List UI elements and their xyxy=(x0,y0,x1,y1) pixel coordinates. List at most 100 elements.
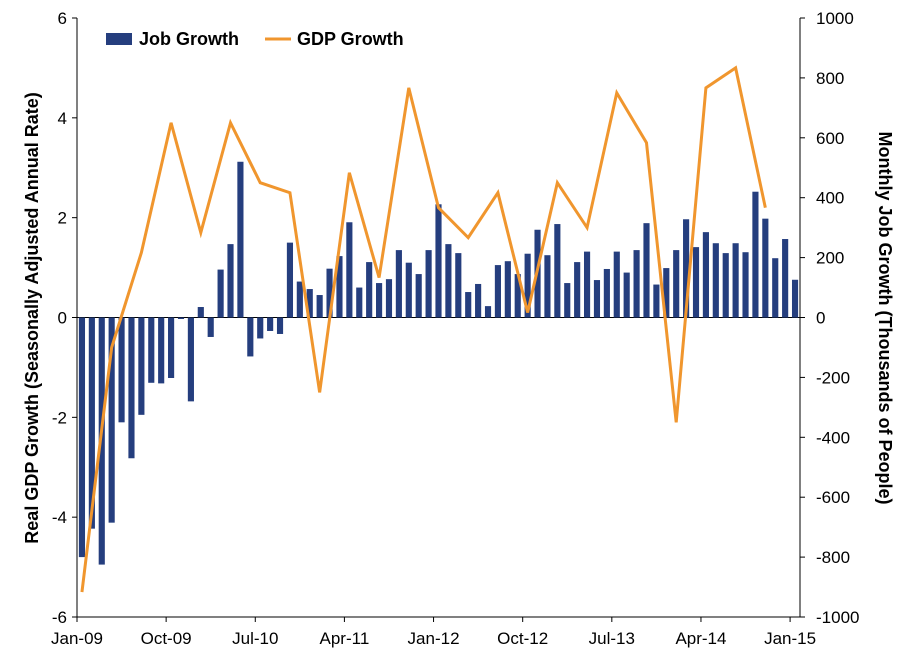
job-growth-bar xyxy=(643,223,650,318)
job-growth-bar xyxy=(752,191,759,318)
job-growth-bar xyxy=(296,281,303,318)
job-growth-bar xyxy=(722,253,729,318)
x-tick-label: Jan-09 xyxy=(51,629,103,648)
job-growth-bars xyxy=(78,161,799,565)
job-growth-bar xyxy=(712,243,719,318)
job-growth-bar xyxy=(702,232,709,318)
job-growth-bar xyxy=(237,161,244,318)
job-growth-bar xyxy=(405,262,412,318)
legend-label-job-growth: Job Growth xyxy=(139,29,239,49)
job-growth-bar xyxy=(187,317,194,402)
left-tick-label: -2 xyxy=(52,408,67,427)
job-growth-bar xyxy=(683,219,690,318)
job-growth-bar xyxy=(336,256,343,318)
job-growth-bar xyxy=(782,239,789,318)
job-growth-bar xyxy=(653,284,660,318)
job-growth-bar xyxy=(791,279,799,318)
job-growth-bar xyxy=(583,251,591,318)
x-tick-label: Jan-15 xyxy=(764,629,816,648)
job-growth-bar xyxy=(564,283,571,318)
job-growth-bar xyxy=(692,247,700,318)
x-tick-label: Apr-14 xyxy=(675,629,726,648)
job-growth-bar xyxy=(504,261,511,318)
gdp-growth-line-group xyxy=(80,65,767,593)
job-growth-bar xyxy=(623,272,630,318)
job-growth-bar xyxy=(385,279,393,318)
job-growth-bar xyxy=(554,224,561,318)
job-growth-bar xyxy=(633,250,640,318)
job-growth-bar xyxy=(78,317,86,558)
job-growth-bar xyxy=(267,317,274,331)
legend-label-gdp-growth: GDP Growth xyxy=(297,29,404,49)
job-growth-bar xyxy=(376,283,383,318)
gdp-growth-line xyxy=(80,65,767,593)
job-growth-bar xyxy=(207,317,214,337)
job-growth-bar xyxy=(574,262,581,318)
left-tick-label: 0 xyxy=(58,309,67,328)
job-growth-bar xyxy=(346,222,353,318)
right-tick-label: -400 xyxy=(816,428,850,447)
job-growth-bar xyxy=(415,274,422,318)
job-growth-bar xyxy=(118,317,125,423)
job-growth-bar xyxy=(673,250,680,318)
right-tick-label: 0 xyxy=(816,309,825,328)
left-tick-label: -4 xyxy=(52,508,67,527)
job-growth-bar xyxy=(356,287,363,318)
left-tick-label: 2 xyxy=(58,209,67,228)
job-growth-bar xyxy=(772,258,779,318)
job-growth-bar xyxy=(484,306,492,318)
right-tick-label: 1000 xyxy=(816,9,854,28)
job-growth-bar xyxy=(168,317,175,378)
right-tick-label: -800 xyxy=(816,548,850,567)
legend-swatch-job-growth xyxy=(106,33,132,45)
left-axis-title: Real GDP Growth (Seasonally Adjusted Ann… xyxy=(22,92,42,543)
left-tick-label: 6 xyxy=(58,9,67,28)
job-growth-bar xyxy=(395,250,402,318)
job-growth-bar xyxy=(475,283,482,318)
job-growth-bar xyxy=(326,268,333,318)
job-growth-bar xyxy=(742,252,749,318)
job-growth-bar xyxy=(613,251,620,318)
legend: Job Growth GDP Growth xyxy=(106,29,404,49)
right-tick-label: 800 xyxy=(816,69,844,88)
job-growth-bar xyxy=(158,317,165,384)
job-growth-bar xyxy=(197,307,204,318)
job-growth-bar xyxy=(306,289,313,318)
job-growth-bar xyxy=(593,280,601,318)
x-tick-label: Jul-10 xyxy=(232,629,278,648)
job-growth-bar xyxy=(247,317,254,357)
job-growth-bar xyxy=(88,317,95,529)
right-tick-label: -600 xyxy=(816,488,850,507)
job-growth-bar xyxy=(316,295,323,318)
job-growth-bar xyxy=(663,268,670,318)
right-tick-label: 200 xyxy=(816,249,844,268)
job-growth-bar xyxy=(108,317,115,523)
job-growth-bar xyxy=(514,274,521,318)
job-growth-bar xyxy=(445,244,452,318)
job-growth-bar xyxy=(148,317,155,383)
job-growth-bar xyxy=(366,262,373,318)
job-growth-bar xyxy=(732,243,739,318)
job-growth-bar xyxy=(138,317,145,415)
left-tick-label: 4 xyxy=(58,109,67,128)
x-tick-label: Oct-09 xyxy=(141,629,192,648)
job-growth-bar xyxy=(286,242,294,318)
right-tick-label: -200 xyxy=(816,368,850,387)
right-tick-label: -1000 xyxy=(816,608,859,627)
x-tick-label: Jul-13 xyxy=(589,629,635,648)
job-growth-bar xyxy=(465,292,472,318)
job-growth-bar xyxy=(128,317,135,459)
job-growth-bar xyxy=(524,253,531,318)
right-tick-label: 400 xyxy=(816,189,844,208)
right-tick-label: 600 xyxy=(816,129,844,148)
job-growth-bar xyxy=(762,218,769,318)
job-growth-bar xyxy=(276,317,284,334)
left-tick-label: -6 xyxy=(52,608,67,627)
right-axis-title: Monthly Job Growth (Thousands of People) xyxy=(875,132,895,505)
x-tick-label: Apr-11 xyxy=(320,629,370,648)
job-growth-bar xyxy=(227,244,234,318)
job-growth-bar xyxy=(257,317,264,339)
job-growth-bar xyxy=(217,269,224,318)
